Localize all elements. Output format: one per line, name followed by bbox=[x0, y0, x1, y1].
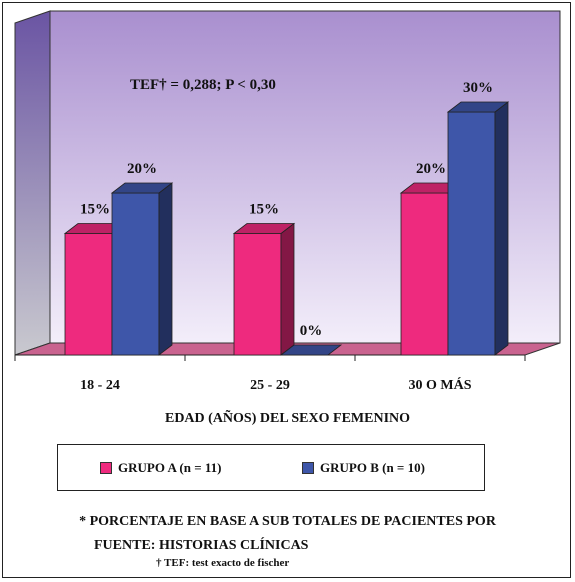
grupo-b-bar-top bbox=[110, 182, 174, 194]
data-label: 20% bbox=[127, 161, 157, 177]
x-tick-label: 30 O MÁS bbox=[409, 376, 472, 393]
grupo-a-bar bbox=[400, 192, 449, 356]
grupo-b-bar-top bbox=[446, 101, 510, 113]
data-label: 15% bbox=[80, 202, 110, 218]
data-label: 30% bbox=[463, 80, 493, 96]
grupo-b-bar bbox=[111, 192, 160, 356]
chart-frame: TEF† = 0,288; P < 0,30 18 - 24 25 - 29 3… bbox=[2, 2, 571, 578]
grupo-a-bar-top bbox=[232, 223, 296, 234]
x-tick-label: 18 - 24 bbox=[80, 378, 120, 393]
footnote-source: FUENTE: HISTORIAS CLÍNICAS bbox=[94, 538, 309, 553]
data-label: 0% bbox=[300, 323, 323, 339]
legend: GRUPO A (n = 11) GRUPO B (n = 10) bbox=[57, 444, 485, 491]
legend-item-grupo-a: GRUPO A (n = 11) bbox=[100, 460, 221, 476]
legend-swatch-grupo-b bbox=[302, 462, 314, 474]
bars-group: 15% 20% 15% 0% 20% 30% bbox=[63, 80, 510, 356]
grupo-a-bar-side bbox=[280, 222, 295, 356]
grupo-b-bar-side bbox=[494, 101, 509, 356]
x-axis-title: EDAD (AÑOS) DEL SEXO FEMENINO bbox=[164, 411, 411, 426]
test-annotation: TEF† = 0,288; P < 0,30 bbox=[130, 77, 276, 93]
legend-label-grupo-b: GRUPO B (n = 10) bbox=[320, 460, 425, 475]
grupo-b-bar bbox=[447, 111, 496, 356]
footnote-tef: † TEF: test exacto de fischer bbox=[156, 557, 290, 569]
legend-label-grupo-a: GRUPO A (n = 11) bbox=[118, 460, 222, 475]
grupo-a-bar bbox=[64, 233, 113, 356]
grupo-a-bar bbox=[233, 233, 282, 356]
chart-plot: TEF† = 0,288; P < 0,30 18 - 24 25 - 29 3… bbox=[14, 10, 561, 393]
data-label: 20% bbox=[416, 161, 446, 177]
chart-side-wall bbox=[14, 10, 51, 356]
legend-swatch-grupo-a bbox=[100, 462, 112, 474]
footnote-percentage: * PORCENTAJE EN BASE A SUB TOTALES DE PA… bbox=[79, 514, 496, 529]
x-tick-label: 25 - 29 bbox=[250, 378, 290, 393]
legend-item-grupo-b: GRUPO B (n = 10) bbox=[302, 460, 425, 476]
data-label: 15% bbox=[249, 202, 279, 218]
grupo-b-bar-top bbox=[279, 344, 343, 356]
grupo-b-bar-side bbox=[158, 182, 173, 356]
